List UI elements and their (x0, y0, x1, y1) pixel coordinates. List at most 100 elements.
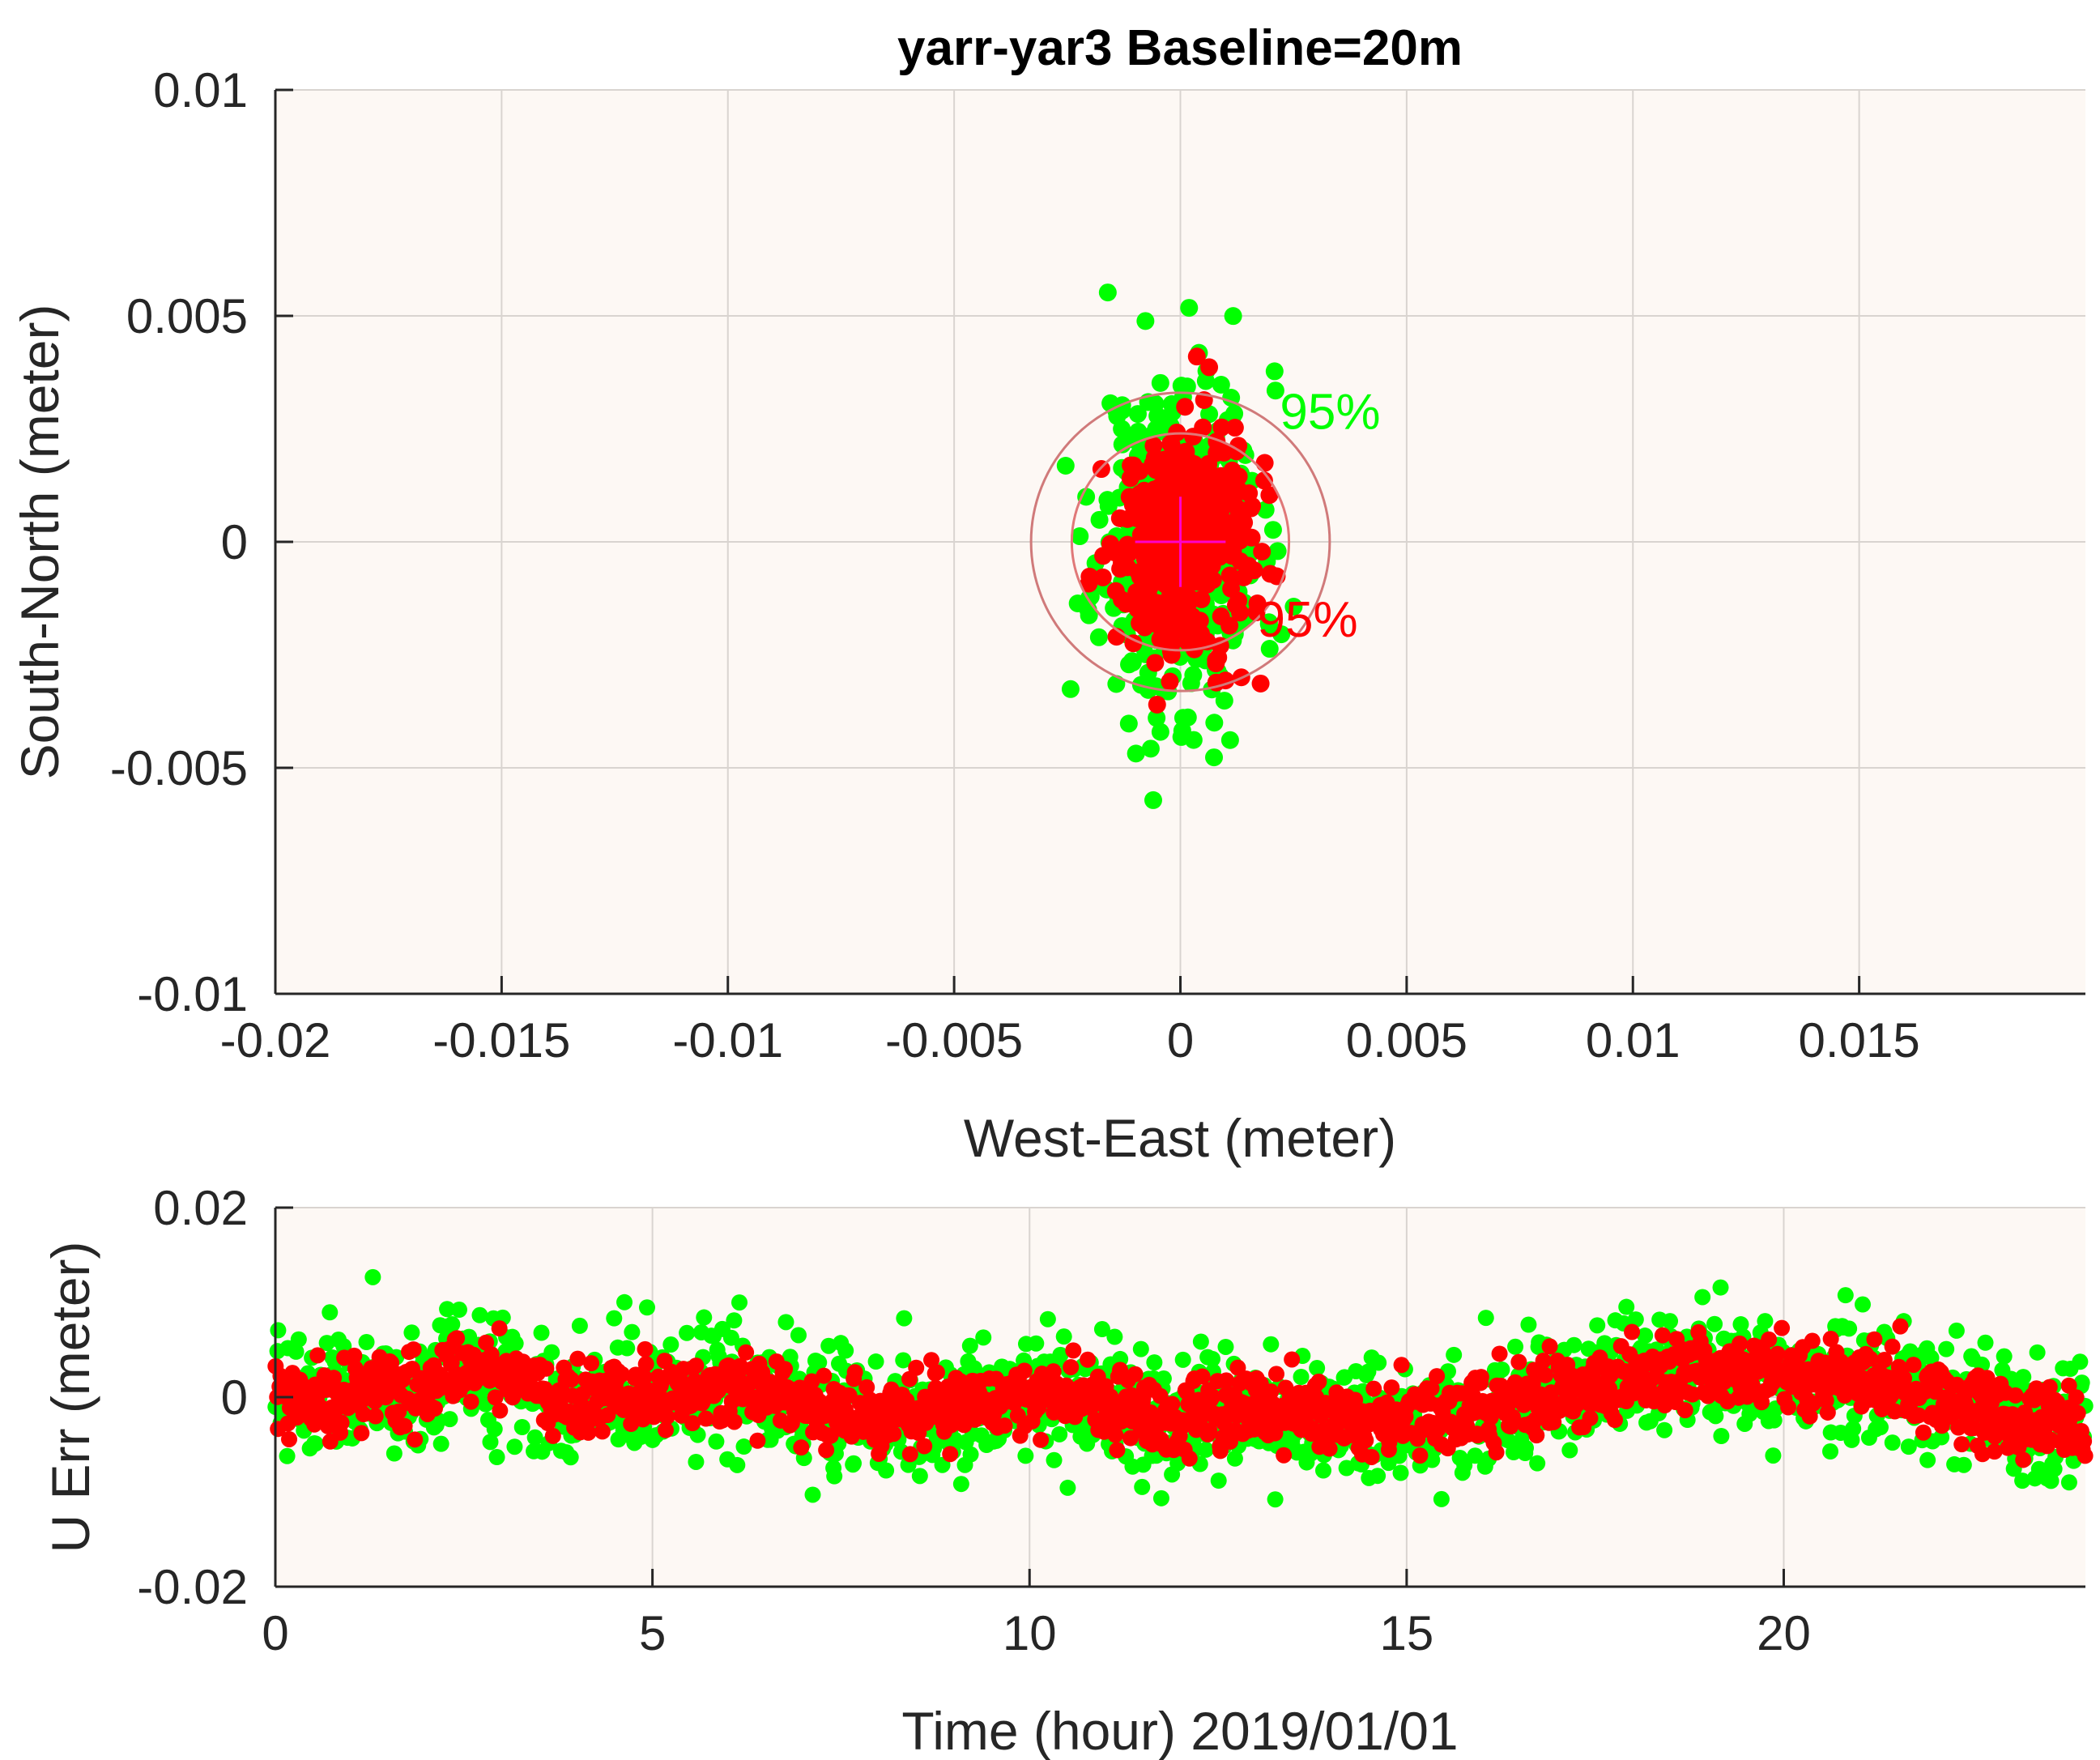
time-series-point (1293, 1368, 1310, 1385)
time-series-point (1477, 1310, 1494, 1327)
time-series-point (279, 1447, 296, 1464)
time-series-point (1862, 1350, 1879, 1367)
scatter-point (1200, 358, 1219, 377)
time-series-point (1493, 1362, 1510, 1379)
time-series-point (1267, 1366, 1284, 1383)
scatter-point (1077, 488, 1096, 506)
scatter-point (1124, 634, 1143, 653)
top-axes (274, 88, 2085, 995)
time-series-point (708, 1433, 725, 1450)
center-marker (1135, 496, 1226, 587)
time-series-point (571, 1317, 588, 1334)
time-series-point (1822, 1443, 1839, 1460)
time-series-point (364, 1268, 381, 1285)
time-series-point (1192, 1333, 1209, 1350)
time-series-point (1804, 1332, 1821, 1349)
time-series-point (1429, 1368, 1446, 1385)
time-series-point (726, 1312, 743, 1329)
scatter-point (1215, 522, 1233, 541)
scatter-point (1212, 418, 1231, 437)
scatter-point (1106, 582, 1125, 600)
time-series-point (1694, 1289, 1711, 1306)
scatter-point (1272, 625, 1291, 644)
scatter-point (1259, 613, 1278, 632)
scatter-point (1248, 594, 1267, 613)
time-series-point (1841, 1320, 1858, 1337)
x-tick-label: 15 (1380, 1606, 1434, 1660)
scatter-point (1098, 283, 1117, 302)
bottom-red-points (267, 1318, 2094, 1468)
time-series-point (952, 1476, 969, 1493)
time-series-point (507, 1335, 524, 1352)
confidence-circles (1029, 391, 1331, 692)
scatter-point (1056, 456, 1075, 475)
time-series-point (1996, 1348, 2013, 1365)
time-series-point (1016, 1362, 1033, 1379)
time-series-point (619, 1340, 636, 1357)
time-series-point (1892, 1318, 1909, 1335)
scatter-point (1225, 419, 1244, 437)
x-tick-label: -0.01 (672, 1013, 783, 1068)
scatter-point (1197, 552, 1216, 571)
scatter-point (1260, 486, 1279, 505)
time-series-point (962, 1446, 979, 1463)
time-series-point (1017, 1447, 1034, 1464)
scatter-point (1205, 748, 1224, 767)
time-series-point (358, 1334, 375, 1351)
time-series-point (1933, 1429, 1950, 1446)
scatter-point (1208, 444, 1226, 462)
scatter-point (1174, 709, 1192, 727)
time-series-point (1706, 1315, 1723, 1332)
scatter-point (1254, 471, 1273, 490)
time-series-point (2015, 1369, 2032, 1386)
time-series-point (385, 1445, 403, 1462)
time-series-point (777, 1314, 794, 1331)
scatter-point (1231, 520, 1250, 539)
bottom-y-tick-labels: -0.02 0 0.02 (137, 1181, 248, 1614)
time-series-point (645, 1408, 662, 1425)
vertical-error-plot: 0 5 10 15 20 -0.02 0 0.02 Time (hour) 2019/01/… (40, 1181, 2094, 1760)
time-series-point (1819, 1404, 1836, 1421)
time-series-point (720, 1357, 737, 1374)
time-series-point (1627, 1311, 1644, 1328)
time-series-point (1146, 1354, 1163, 1371)
time-series-point (449, 1330, 466, 1347)
scatter-point (1212, 607, 1230, 625)
top-y-tick-labels: -0.01 -0.005 0 0.005 0.01 (110, 63, 248, 1021)
scatter-point (1148, 709, 1166, 727)
time-series-point (895, 1352, 912, 1369)
time-series-point (1535, 1353, 1552, 1370)
time-series-point (1520, 1316, 1537, 1333)
time-series-point (1059, 1479, 1076, 1496)
scatter-point (1205, 714, 1224, 732)
time-series-point (624, 1323, 641, 1340)
time-series-point (1134, 1478, 1151, 1495)
scatter-point (1172, 727, 1191, 746)
scatter-point (1080, 574, 1098, 593)
time-series-point (2060, 1377, 2077, 1394)
scatter-point (1145, 480, 1164, 499)
time-series-point (2073, 1374, 2090, 1391)
scatter-point (1263, 521, 1282, 539)
scatter-point (1212, 376, 1230, 394)
time-series-point (1321, 1440, 1338, 1457)
time-series-point (1919, 1451, 1936, 1468)
time-series-point (1607, 1412, 1624, 1429)
time-series-point (616, 1293, 633, 1310)
time-series-point (1637, 1327, 1654, 1345)
time-series-point (281, 1430, 298, 1447)
time-series-point (1369, 1468, 1387, 1485)
time-series-point (1979, 1370, 1996, 1387)
scatter-point (1119, 714, 1138, 733)
scatter-point (1127, 744, 1145, 763)
time-series-point (878, 1462, 895, 1479)
circle-label-green: 95% (1280, 385, 1380, 441)
time-series-point (1822, 1331, 1839, 1348)
scatter-point (1216, 493, 1234, 512)
y-tick-label: 0 (221, 515, 248, 569)
time-series-point (901, 1446, 918, 1463)
time-series-point (270, 1322, 287, 1339)
time-series-point (1365, 1380, 1382, 1397)
time-series-point (1392, 1464, 1409, 1481)
time-series-point (697, 1410, 714, 1427)
